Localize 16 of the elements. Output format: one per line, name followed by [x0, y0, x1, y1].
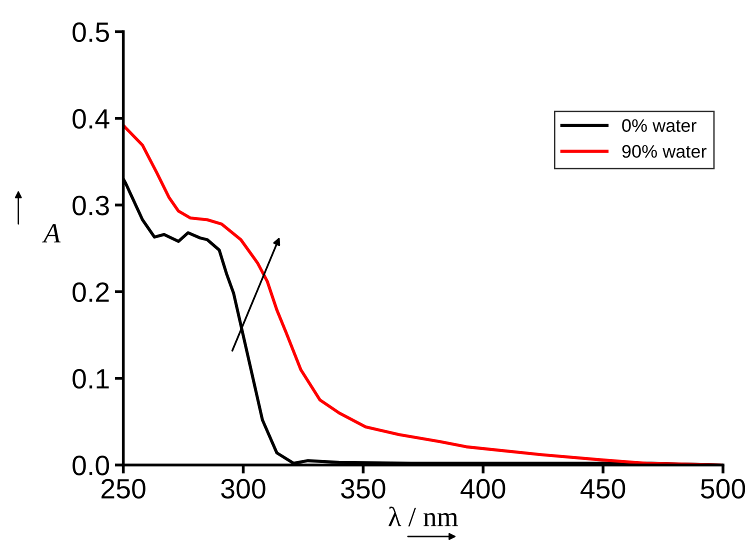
- y-tick-label: 0.0: [72, 456, 110, 476]
- y-axis-title: A: [42, 224, 61, 242]
- y-tick-label: 0.4: [72, 109, 110, 129]
- legend-label: 0% water: [622, 119, 696, 132]
- x-tick-label: 450: [580, 478, 626, 499]
- y-tick-label: 0.2: [72, 282, 109, 302]
- x-tick-label: 300: [221, 478, 266, 499]
- y-tick-label: 0.3: [72, 196, 109, 216]
- x-axis-title: λ / nm: [388, 506, 458, 526]
- x-tick-label: 350: [341, 478, 386, 499]
- y-tick-label: 0.1: [72, 369, 109, 389]
- x-tick-label: 500: [700, 478, 746, 499]
- legend-label: 90% water: [622, 145, 706, 158]
- x-tick-label: 250: [102, 478, 146, 499]
- x-tick-label: 400: [460, 478, 506, 499]
- y-tick-label: 0.5: [72, 22, 109, 42]
